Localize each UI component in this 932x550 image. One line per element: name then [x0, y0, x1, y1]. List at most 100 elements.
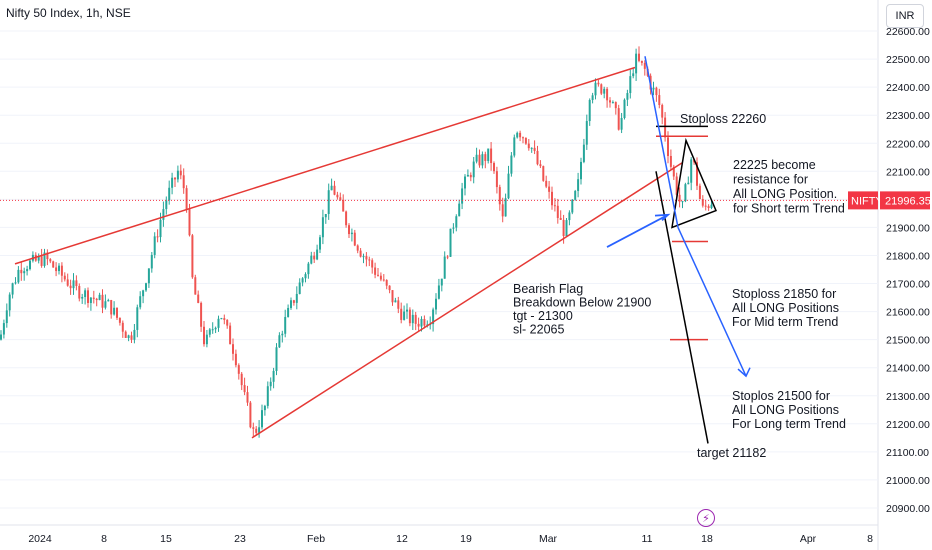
candle-body — [597, 82, 600, 85]
candle-body — [696, 162, 698, 186]
y-tick-label: 21400.00 — [886, 363, 930, 375]
candle-body — [142, 290, 145, 297]
candle-body — [118, 317, 121, 323]
candle-body — [704, 205, 707, 207]
candle-body — [179, 170, 182, 176]
candle-body — [701, 198, 704, 206]
candle-body — [629, 76, 632, 94]
candle-body — [498, 187, 501, 205]
candle-body — [672, 166, 675, 177]
candle-body — [139, 296, 142, 308]
candle-body — [40, 256, 43, 266]
candle-body — [208, 329, 211, 335]
candle-body — [243, 385, 246, 393]
candle-body — [145, 283, 147, 291]
candle-body — [580, 161, 582, 180]
candle-body — [168, 187, 171, 201]
candle-body — [316, 249, 319, 260]
candle-body — [75, 280, 78, 286]
candle-body — [617, 108, 620, 130]
candle-body — [553, 205, 556, 207]
candle-body — [565, 220, 568, 237]
candle-body — [246, 392, 249, 403]
candle-body — [591, 95, 594, 100]
annotation-bearish-flag: tgt - 21300 — [513, 309, 573, 323]
candle-body — [603, 88, 606, 94]
candle-body — [237, 365, 240, 374]
candle-body — [632, 73, 635, 77]
candle-body — [353, 232, 356, 246]
y-tick-label: 21500.00 — [886, 335, 930, 347]
candle-body — [324, 214, 327, 218]
annotation-mid-term: Stoploss 21850 for — [732, 287, 836, 301]
candle-body — [446, 256, 449, 258]
candle-body — [153, 236, 156, 255]
lightning-icon[interactable]: ⚡ — [697, 509, 715, 527]
candle-body — [11, 283, 14, 295]
candle-body — [420, 318, 423, 327]
candle-body — [611, 102, 614, 104]
candle-body — [652, 87, 655, 90]
candle-body — [664, 117, 667, 138]
candle-body — [403, 311, 406, 320]
candle-body — [435, 298, 437, 310]
candle-body — [527, 143, 530, 149]
candle-body — [327, 190, 330, 215]
candle-body — [333, 185, 336, 195]
annotation-resistance: resistance for — [733, 173, 808, 187]
candle-body — [394, 300, 397, 303]
candle-body — [443, 256, 446, 279]
annotations: NIFTY 21996.35 Stoploss 22260 22225 becomer… — [513, 112, 931, 460]
candle-body — [147, 268, 150, 284]
x-tick-label: Feb — [307, 533, 325, 545]
candle-body — [377, 274, 379, 276]
candle-body — [174, 177, 176, 180]
annotation-long-term: Stoplos 21500 for — [732, 389, 830, 403]
candle-body — [559, 217, 562, 220]
candle-body — [365, 256, 368, 260]
candle-body — [524, 137, 527, 144]
candle-body — [675, 176, 678, 195]
annotation-target: target 21182 — [697, 446, 766, 460]
candle-body — [0, 334, 2, 340]
candle-body — [217, 318, 220, 328]
candle-body — [658, 95, 661, 105]
candle-body — [374, 267, 377, 275]
candles — [0, 46, 713, 438]
candle-body — [640, 60, 643, 63]
candle-body — [113, 307, 116, 315]
candle-body — [130, 335, 133, 340]
candle-body — [301, 278, 304, 283]
candle-body — [336, 194, 339, 198]
candle-body — [493, 163, 495, 172]
candle-body — [345, 211, 348, 226]
candle-body — [382, 279, 385, 281]
candle-body — [176, 170, 179, 180]
candle-body — [185, 188, 188, 210]
annotation-stoploss-22260: Stoploss 22260 — [680, 112, 766, 126]
currency-button[interactable]: INR — [886, 4, 924, 28]
annotation-mid-term: For Mid term Trend — [732, 315, 838, 329]
candle-body — [52, 261, 55, 268]
trendline — [251, 162, 683, 439]
x-tick-label: Apr — [800, 533, 817, 545]
candle-body — [400, 308, 403, 320]
candle-body — [266, 386, 269, 406]
symbol-label: NIFTY — [851, 195, 883, 207]
candle-body — [609, 100, 611, 103]
candle-body — [194, 277, 197, 295]
last-price-label: 21996.35 — [885, 195, 931, 207]
candle-body — [287, 307, 290, 317]
callout-arrow-head — [654, 213, 671, 222]
chart-title: Nifty 50 Index, 1h, NSE — [6, 6, 131, 20]
candle-body — [490, 148, 493, 164]
candle-body — [200, 302, 203, 327]
candle-body — [78, 285, 81, 299]
candle-body — [205, 334, 208, 345]
candle-body — [707, 206, 710, 209]
candle-body — [313, 255, 316, 260]
candle-body — [223, 318, 226, 320]
candle-body — [162, 209, 165, 220]
y-tick-label: 21800.00 — [886, 250, 930, 262]
